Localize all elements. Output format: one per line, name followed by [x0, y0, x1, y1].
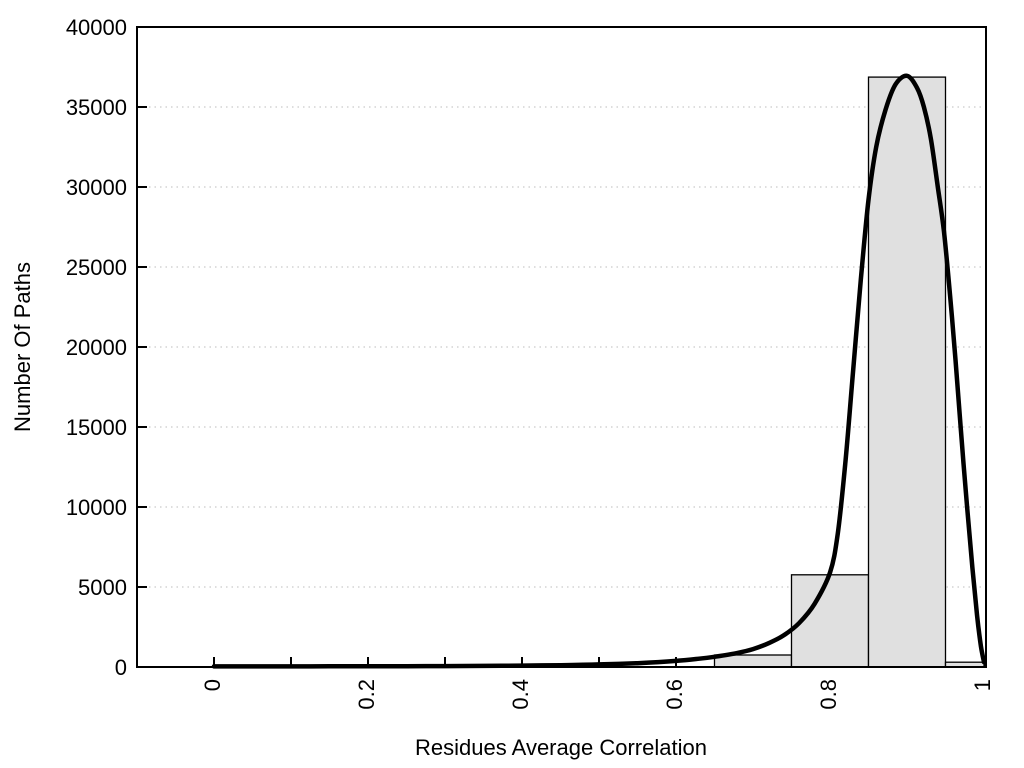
y-tick-label-20000: 20000 [66, 335, 127, 360]
fit-curve [211, 73, 987, 669]
y-tick-label-25000: 25000 [66, 255, 127, 280]
x-tick-label-0.6: 0.6 [662, 679, 687, 710]
x-tick-label-0.2: 0.2 [354, 679, 379, 710]
fit-curve-layer [211, 73, 987, 669]
x-tick-label-1: 1 [970, 679, 995, 691]
y-tick-label-35000: 35000 [66, 95, 127, 120]
y-tick-label-30000: 30000 [66, 175, 127, 200]
histogram-bars-layer [713, 76, 985, 668]
histogram-bar-2 [867, 76, 947, 668]
y-tick-label-5000: 5000 [78, 575, 127, 600]
gridlines-layer [138, 106, 985, 588]
x-tick-label-0.4: 0.4 [508, 679, 533, 710]
y-tick-label-40000: 40000 [66, 15, 127, 40]
x-tick-label-0: 0 [200, 679, 225, 691]
tick-labels-layer: 0 5000 10000 15000 20000 25000 30000 35000 40000… [66, 15, 995, 710]
y-tick-label-10000: 10000 [66, 495, 127, 520]
y-tick-label-15000: 15000 [66, 415, 127, 440]
y-axis-title: Number Of Paths [10, 262, 35, 432]
y-tick-label-0: 0 [115, 655, 127, 680]
histogram-bar-1 [790, 574, 870, 668]
x-tick-label-0.8: 0.8 [816, 679, 841, 710]
x-axis-title: Residues Average Correlation [415, 735, 707, 760]
